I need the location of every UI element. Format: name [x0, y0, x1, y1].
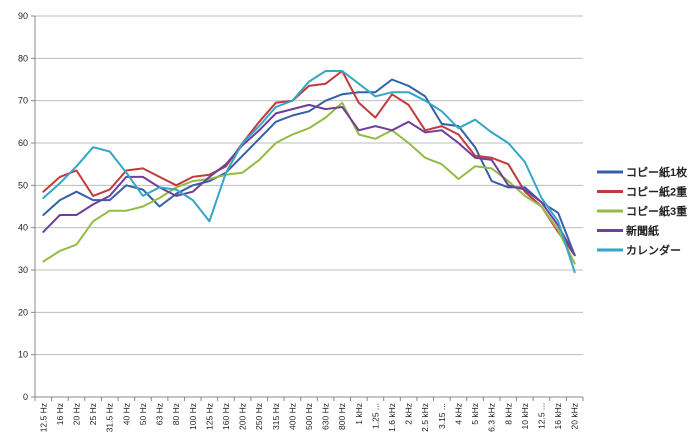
y-tick-label: 20: [18, 307, 28, 317]
legend-label: コピー紙2重: [626, 185, 687, 199]
x-tick-label: 1 kHz: [354, 403, 364, 425]
x-tick-label: 12.5 ...: [536, 403, 546, 429]
x-tick-label: 8 kHz: [503, 403, 513, 425]
y-tick-label: 80: [18, 53, 28, 63]
y-tick-label: 70: [18, 96, 28, 106]
x-tick-label: 250 Hz: [254, 403, 264, 430]
series-line-1: [42, 78, 576, 257]
x-tick-label: 400 Hz: [287, 403, 297, 430]
series-line-2: [42, 70, 576, 257]
x-tick-label: 16 Hz: [55, 403, 65, 425]
x-tick-label: 10 kHz: [520, 403, 530, 429]
legend-label: コピー紙1枚: [626, 165, 688, 179]
x-tick-label: 200 Hz: [238, 403, 248, 430]
y-tick-label: 30: [18, 265, 28, 275]
x-tick-label: 800 Hz: [337, 403, 347, 430]
x-tick-label: 1.25 ...: [370, 403, 380, 429]
legend-label: コピー紙3重: [626, 204, 687, 218]
x-tick-label: 20 kHz: [570, 403, 580, 429]
x-tick-label: 25 Hz: [88, 403, 98, 425]
series-line-3: [42, 101, 576, 265]
y-tick-label: 90: [18, 11, 28, 21]
x-axis-ticks: 12.5 Hz 16 Hz 20 Hz 25 Hz 31.5 Hz 40 Hz 50 Hz 6…: [34, 397, 584, 432]
x-tick-label: 160 Hz: [221, 403, 231, 430]
x-tick-label: 4 kHz: [453, 403, 463, 425]
y-tick-label: 10: [18, 350, 28, 360]
legend-label: 新聞紙: [626, 224, 659, 238]
y-axis-ticks: 0 10 20 30 40 50 60 70 80 90: [18, 11, 35, 402]
x-tick-label: 12.5 Hz: [38, 403, 48, 432]
y-tick-label: 50: [18, 180, 28, 190]
x-tick-label: 31.5 Hz: [105, 403, 115, 432]
series-line-4: [42, 103, 576, 257]
x-tick-label: 16 kHz: [553, 403, 563, 429]
x-tick-label: 2 kHz: [404, 403, 414, 425]
series-line-5: [42, 70, 576, 274]
axes: [34, 16, 583, 398]
x-tick-label: 80 Hz: [171, 403, 181, 425]
x-tick-label: 6.3 kHz: [487, 403, 497, 432]
x-tick-label: 20 Hz: [72, 403, 82, 425]
x-tick-label: 50 Hz: [138, 403, 148, 425]
x-tick-label: 3.15 ...: [437, 403, 447, 429]
x-tick-label: 125 Hz: [204, 403, 214, 430]
x-tick-label: 500 Hz: [304, 403, 314, 430]
x-tick-label: 1.6 kHz: [387, 403, 397, 432]
series-lines: [42, 70, 576, 274]
x-tick-label: 40 Hz: [121, 403, 131, 425]
x-tick-label: 63 Hz: [155, 403, 165, 425]
legend-label: カレンダー: [626, 243, 681, 257]
gridlines: [35, 15, 583, 398]
x-tick-label: 5 kHz: [470, 403, 480, 425]
x-tick-label: 2.5 kHz: [420, 403, 430, 432]
x-tick-label: 315 Hz: [271, 403, 281, 430]
x-tick-label: 100 Hz: [188, 403, 198, 430]
y-tick-label: 0: [23, 392, 28, 402]
x-tick-label: 630 Hz: [321, 403, 331, 430]
y-tick-label: 40: [18, 223, 28, 233]
y-tick-label: 60: [18, 138, 28, 148]
